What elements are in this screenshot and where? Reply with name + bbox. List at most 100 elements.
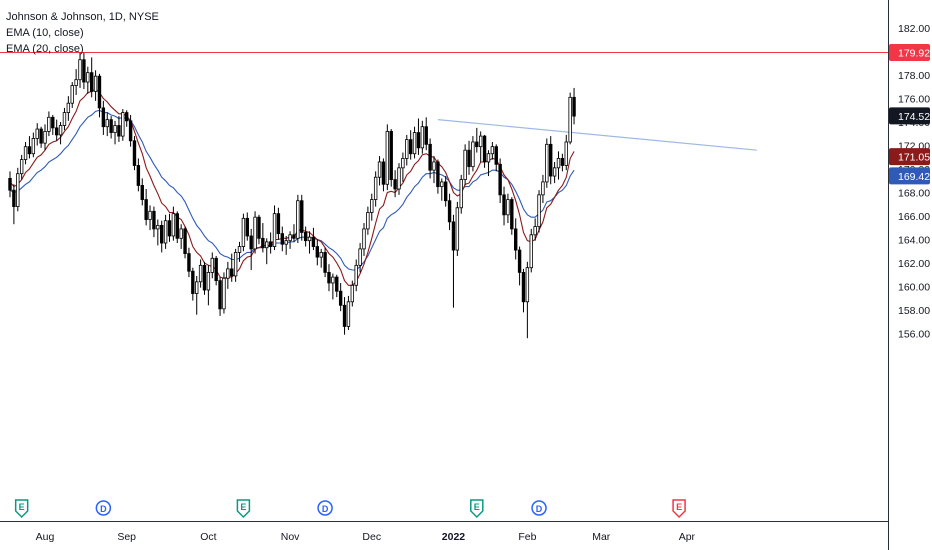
- candle[interactable]: [70, 82, 74, 108]
- candle[interactable]: [156, 219, 160, 246]
- candle[interactable]: [514, 218, 518, 260]
- candle[interactable]: [377, 156, 382, 186]
- candle[interactable]: [82, 52, 86, 90]
- candle[interactable]: [276, 207, 281, 240]
- candle[interactable]: [144, 188, 148, 226]
- candle[interactable]: [97, 73, 102, 118]
- candle[interactable]: [459, 174, 463, 214]
- candle[interactable]: [47, 111, 51, 137]
- candle[interactable]: [230, 253, 234, 282]
- candle[interactable]: [35, 123, 39, 146]
- candle[interactable]: [502, 186, 506, 226]
- candle[interactable]: [401, 152, 405, 182]
- candle[interactable]: [478, 131, 483, 162]
- candle[interactable]: [93, 70, 98, 101]
- candle[interactable]: [494, 144, 498, 172]
- candle[interactable]: [475, 127, 479, 153]
- candle[interactable]: [405, 134, 409, 166]
- candle[interactable]: [27, 136, 32, 159]
- candle[interactable]: [268, 232, 273, 254]
- candle[interactable]: [226, 261, 230, 289]
- candle[interactable]: [105, 112, 109, 137]
- candle[interactable]: [132, 136, 137, 171]
- candle[interactable]: [198, 259, 203, 288]
- candle[interactable]: [556, 151, 561, 180]
- candle[interactable]: [541, 174, 545, 204]
- candle[interactable]: [23, 141, 28, 165]
- candle[interactable]: [420, 120, 425, 154]
- candle[interactable]: [338, 282, 343, 312]
- candle[interactable]: [152, 206, 156, 238]
- ema10-price-tag[interactable]: 171.05: [889, 148, 930, 166]
- candle[interactable]: [303, 226, 308, 247]
- candle[interactable]: [393, 170, 397, 198]
- candle[interactable]: [121, 109, 125, 141]
- candle[interactable]: [261, 223, 265, 253]
- candle[interactable]: [206, 265, 211, 306]
- candle[interactable]: [272, 205, 277, 251]
- dividend-marker[interactable]: D: [95, 500, 112, 516]
- legend-ema20[interactable]: EMA (20, close): [6, 43, 84, 55]
- candle[interactable]: [549, 136, 553, 185]
- earnings-marker[interactable]: E: [14, 499, 29, 519]
- candle[interactable]: [125, 110, 129, 127]
- candle[interactable]: [490, 141, 495, 160]
- candle[interactable]: [62, 107, 67, 131]
- candle[interactable]: [136, 158, 141, 192]
- candle[interactable]: [545, 138, 549, 188]
- candle[interactable]: [358, 243, 362, 273]
- candle[interactable]: [521, 268, 526, 313]
- candle[interactable]: [385, 124, 390, 191]
- candle[interactable]: [346, 295, 351, 330]
- candle[interactable]: [424, 117, 428, 151]
- candle[interactable]: [288, 231, 292, 249]
- earnings-marker[interactable]: E: [470, 499, 484, 519]
- ema20-price-tag[interactable]: 169.42: [889, 167, 930, 185]
- candle[interactable]: [447, 193, 452, 231]
- candle[interactable]: [572, 87, 576, 125]
- candle[interactable]: [370, 193, 374, 221]
- candle[interactable]: [179, 224, 183, 249]
- legend-symbol[interactable]: Johnson & Johnson, 1D, NYSE: [6, 11, 159, 23]
- candle[interactable]: [16, 167, 20, 212]
- resistance-price-tag[interactable]: 179.92: [889, 43, 930, 61]
- candle[interactable]: [214, 255, 218, 286]
- candle[interactable]: [296, 194, 300, 244]
- candle[interactable]: [31, 132, 36, 158]
- candle[interactable]: [89, 57, 94, 98]
- candle[interactable]: [506, 193, 510, 224]
- candle[interactable]: [354, 259, 358, 292]
- candle[interactable]: [249, 228, 253, 271]
- candle[interactable]: [175, 211, 179, 244]
- candle[interactable]: [381, 158, 386, 192]
- candle[interactable]: [443, 176, 448, 207]
- candle[interactable]: [568, 92, 572, 145]
- last-price-tag[interactable]: 174.52: [889, 107, 930, 125]
- candle[interactable]: [265, 238, 269, 265]
- candle[interactable]: [187, 247, 191, 278]
- candle[interactable]: [471, 136, 475, 172]
- candle[interactable]: [335, 274, 339, 298]
- candle[interactable]: [253, 211, 257, 254]
- candle[interactable]: [311, 227, 316, 251]
- candle[interactable]: [140, 178, 144, 206]
- candle[interactable]: [397, 163, 401, 195]
- candle[interactable]: [163, 214, 168, 249]
- candle[interactable]: [58, 122, 63, 145]
- candle[interactable]: [284, 235, 288, 255]
- candle[interactable]: [54, 119, 59, 141]
- candle[interactable]: [525, 261, 530, 339]
- candle[interactable]: [101, 100, 106, 135]
- candle[interactable]: [86, 66, 90, 94]
- candle[interactable]: [210, 252, 214, 279]
- candle[interactable]: [202, 261, 207, 295]
- candle[interactable]: [117, 116, 121, 142]
- candle[interactable]: [78, 52, 82, 88]
- candle[interactable]: [233, 248, 238, 282]
- candle[interactable]: [218, 277, 222, 316]
- candle[interactable]: [280, 226, 284, 252]
- candle[interactable]: [241, 213, 246, 252]
- candle[interactable]: [533, 218, 537, 241]
